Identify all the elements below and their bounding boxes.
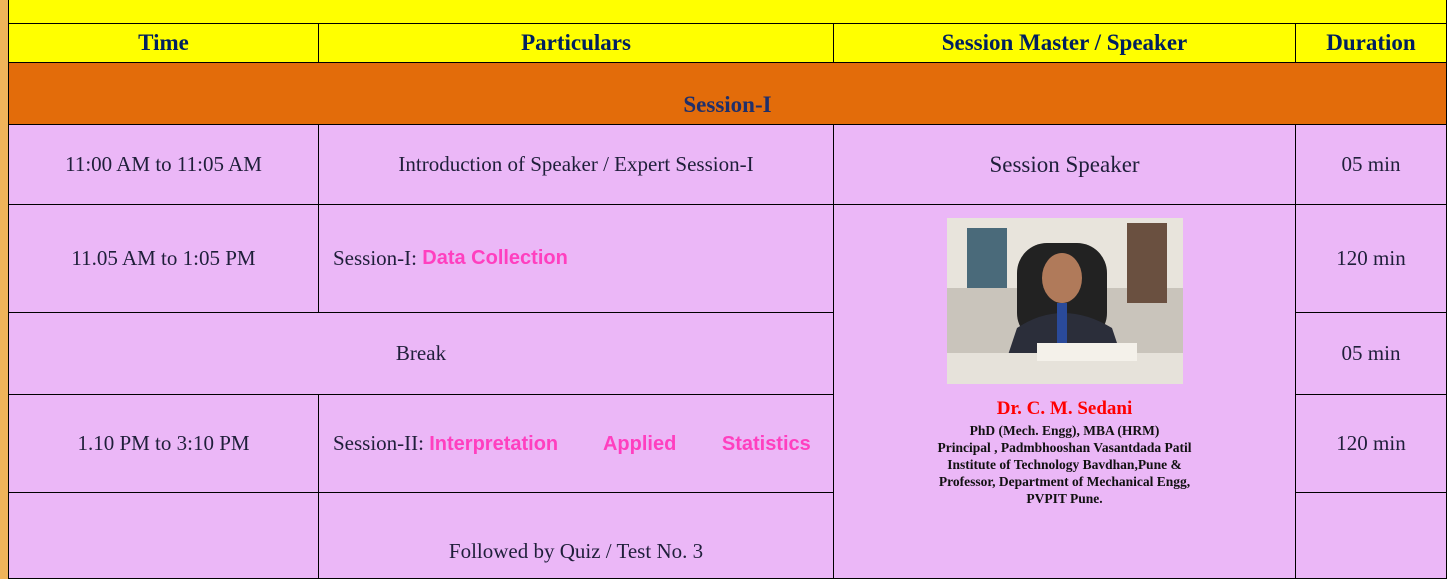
section-row: Session-I	[8, 62, 1447, 125]
speaker-detail-line: PhD (Mech. Engg), MBA (HRM)	[969, 423, 1160, 438]
session-label: Session-II:	[333, 431, 424, 455]
header-cell: Session Master / Speaker	[833, 23, 1296, 63]
speaker-profile: Dr. C. M. Sedani PhD (Mech. Engg), MBA (…	[833, 204, 1296, 579]
speaker-detail-line: PVPIT Pune.	[1026, 491, 1103, 506]
time-cell: 1.10 PM to 3:10 PM	[8, 394, 319, 493]
time-cell: 11:00 AM to 11:05 AM	[8, 124, 319, 205]
speaker-detail-line: Professor, Department of Mechanical Engg…	[938, 474, 1191, 489]
particulars-cell: Introduction of Speaker / Expert Session…	[318, 124, 834, 205]
session-label: Session-I:	[333, 246, 417, 270]
speaker-cell: Session Speaker	[833, 124, 1296, 205]
particulars-cell: Followed by Quiz / Test No. 3	[318, 492, 834, 579]
session-topic: Interpretation Applied Statistics	[429, 433, 811, 455]
session-text: Session-II: Interpretation Applied Stati…	[333, 429, 823, 458]
particulars-cell: Session-I: Data Collection	[318, 204, 834, 313]
duration-cell: 05 min	[1295, 124, 1447, 205]
speaker-details: PhD (Mech. Engg), MBA (HRM) Principal , P…	[938, 422, 1192, 507]
particulars-cell: Session-II: Interpretation Applied Stati…	[318, 394, 834, 493]
break-cell: Break	[8, 312, 834, 395]
duration-cell	[1295, 492, 1447, 579]
time-cell	[8, 492, 319, 579]
duration-cell: 120 min	[1295, 204, 1447, 313]
speaker-detail-line: Principal , Padmbhooshan Vasantdada Pati…	[937, 440, 1192, 455]
header-cell: Time	[8, 23, 319, 63]
duration-cell: 120 min	[1295, 394, 1447, 493]
speaker-detail-line: Institute of Technology Bavdhan,Pune &	[947, 457, 1182, 472]
session-topic: Data Collection	[422, 247, 568, 269]
top-band	[8, 0, 1447, 24]
header-cell: Duration	[1295, 23, 1447, 63]
speaker-photo	[946, 218, 1183, 384]
left-strip	[0, 0, 8, 579]
header-cell: Particulars	[318, 23, 834, 63]
time-cell: 11.05 AM to 1:05 PM	[8, 204, 319, 313]
duration-cell: 05 min	[1295, 312, 1447, 395]
speaker-name: Dr. C. M. Sedani	[996, 398, 1133, 419]
